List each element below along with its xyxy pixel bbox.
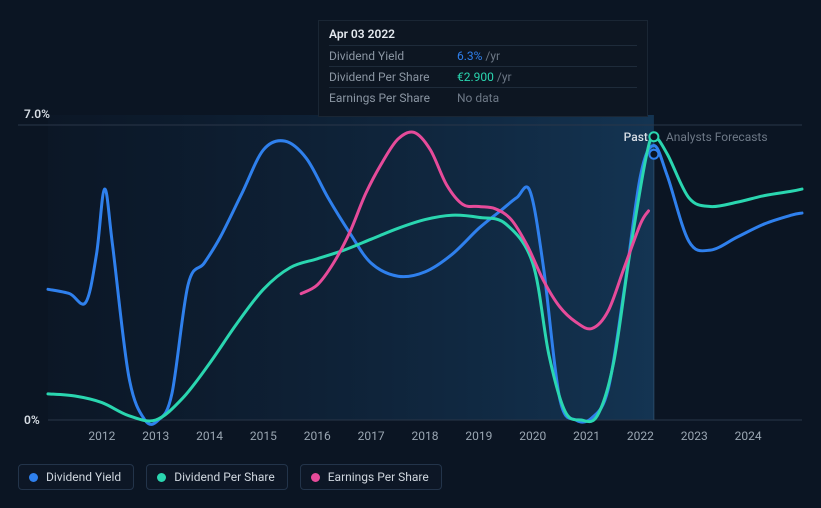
chart-legend: Dividend Yield Dividend Per Share Earnings…	[18, 464, 442, 490]
x-tick-label: 2016	[304, 429, 331, 443]
legend-label: Earnings Per Share	[328, 470, 429, 484]
tooltip-row: Earnings Per ShareNo data	[329, 88, 637, 109]
tooltip-row: Dividend Yield6.3% /yr	[329, 46, 637, 67]
tooltip-row: Dividend Per Share€2.900 /yr	[329, 67, 637, 88]
past-region	[48, 115, 654, 420]
forecast-label: Analysts Forecasts	[666, 130, 768, 144]
x-tick-label: 2021	[573, 429, 600, 443]
legend-swatch	[157, 473, 166, 482]
y-tick-label: 0%	[24, 413, 40, 427]
x-tick-label: 2019	[465, 429, 492, 443]
past-label: Past	[624, 130, 648, 144]
tooltip-row-label: Dividend Yield	[329, 46, 449, 67]
tooltip-row-value: 6.3% /yr	[449, 46, 637, 67]
legend-item-dps[interactable]: Dividend Per Share	[146, 464, 288, 490]
chart-tooltip: Apr 03 2022 Dividend Yield6.3% /yrDivide…	[318, 20, 648, 117]
dividend-chart: 0% 7.0% 2012 2013 2014 2015 2016 2017 2018 2019 20…	[0, 0, 821, 508]
tooltip-date: Apr 03 2022	[329, 27, 637, 41]
y-tick-label: 7.0%	[24, 107, 50, 121]
x-tick-label: 2023	[681, 429, 708, 443]
tooltip-row-value: No data	[449, 88, 637, 109]
legend-swatch	[29, 473, 38, 482]
x-tick-label: 2014	[196, 429, 223, 443]
hover-marker	[649, 150, 658, 159]
legend-item-eps[interactable]: Earnings Per Share	[300, 464, 442, 490]
x-tick-label: 2024	[735, 429, 762, 443]
legend-label: Dividend Yield	[46, 470, 121, 484]
tooltip-row-value: €2.900 /yr	[449, 67, 637, 88]
tooltip-row-label: Dividend Per Share	[329, 67, 449, 88]
legend-label: Dividend Per Share	[174, 470, 275, 484]
tooltip-row-label: Earnings Per Share	[329, 88, 449, 109]
x-tick-label: 2018	[412, 429, 439, 443]
hover-marker	[649, 132, 658, 141]
legend-item-yield[interactable]: Dividend Yield	[18, 464, 134, 490]
x-tick-label: 2015	[250, 429, 277, 443]
x-tick-label: 2017	[358, 429, 385, 443]
x-tick-label: 2022	[627, 429, 654, 443]
legend-swatch	[311, 473, 320, 482]
tooltip-table: Dividend Yield6.3% /yrDividend Per Share…	[329, 45, 637, 108]
x-tick-label: 2012	[88, 429, 115, 443]
x-tick-label: 2020	[519, 429, 546, 443]
x-tick-label: 2013	[142, 429, 169, 443]
